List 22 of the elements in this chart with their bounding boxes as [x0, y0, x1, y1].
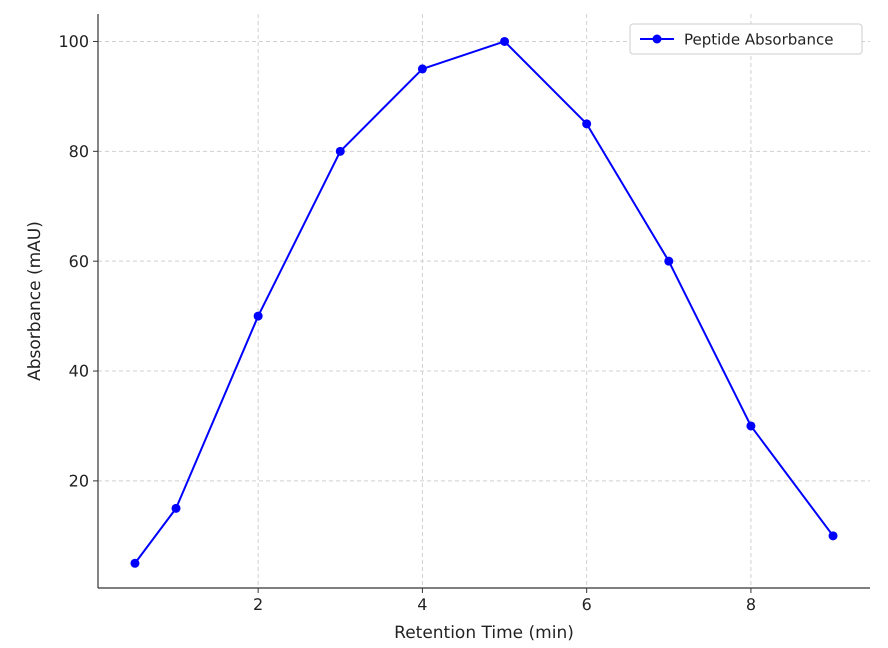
point — [664, 256, 674, 266]
point — [418, 64, 427, 74]
point — [172, 504, 181, 513]
point — [500, 36, 510, 46]
x-axis-title: Retention Time (min) — [394, 623, 574, 643]
point — [130, 558, 140, 568]
y-axis-title: Absorbance (mAU) — [25, 221, 45, 381]
point — [746, 421, 756, 430]
y-tick-label: 60 — [68, 252, 89, 271]
x-tick-label: 8 — [746, 595, 756, 614]
point — [828, 531, 838, 540]
y-tick-label: 40 — [68, 362, 89, 381]
y-tick-label: 100 — [58, 32, 89, 52]
x-tick-label: 4 — [417, 595, 428, 614]
x-tick-label: 6 — [582, 595, 592, 614]
point — [582, 119, 592, 128]
x-tick-label: 2 — [253, 595, 264, 614]
legend-label: Peptide Absorbance — [684, 30, 834, 48]
y-tick-label: 80 — [68, 142, 89, 161]
point — [336, 146, 345, 156]
y-tick-label: 20 — [68, 471, 89, 490]
point — [254, 312, 263, 321]
